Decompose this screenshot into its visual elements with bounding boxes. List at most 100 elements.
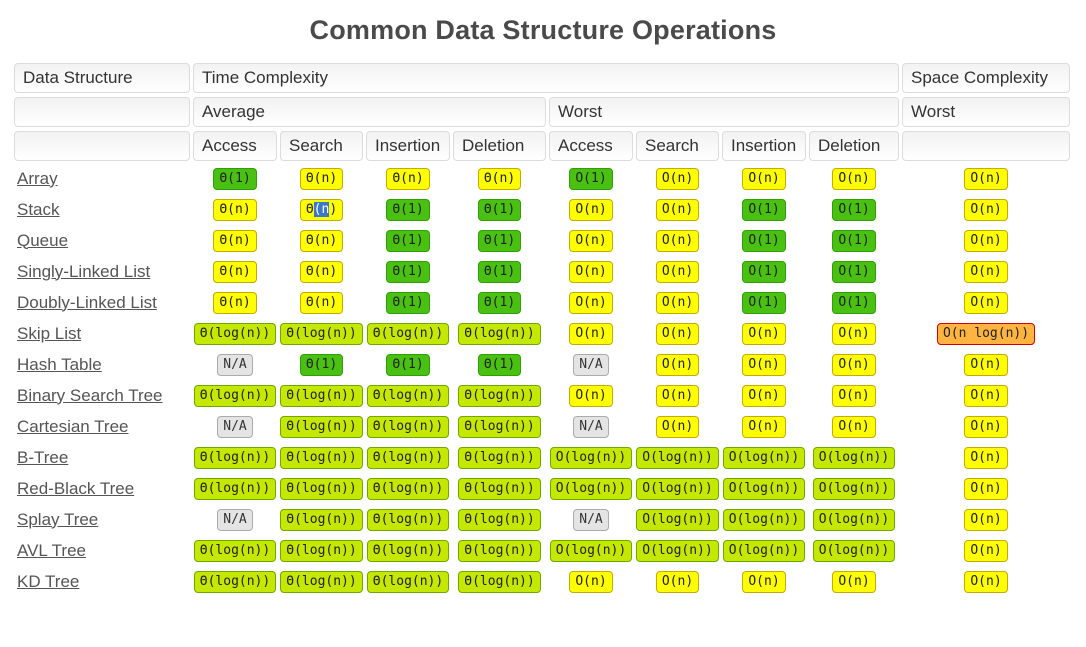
complexity-badge: O(1) [742, 198, 786, 221]
complexity-cell: O(1) [809, 196, 899, 223]
complexity-badge: Θ(log(n)) [366, 322, 450, 345]
header-avg-deletion: Deletion [453, 131, 546, 161]
row-link-doubly-linked-list[interactable]: Doubly-Linked List [17, 292, 157, 312]
complexity-badge: O(log(n)) [722, 539, 806, 562]
row-link-b-tree[interactable]: B-Tree [17, 447, 69, 467]
complexity-cell: O(1) [549, 165, 633, 192]
data-structure-cell: Skip List [14, 320, 190, 347]
complexity-cell: Θ(log(n)) [193, 537, 277, 564]
complexity-badge: Θ(log(n)) [193, 384, 277, 407]
complexity-cell: N/A [549, 413, 633, 440]
row-link-queue[interactable]: Queue [17, 230, 69, 250]
complexity-badge: O(n) [964, 291, 1008, 314]
complexity-cell: O(log(n)) [549, 537, 633, 564]
complexity-cell: Θ(log(n)) [366, 320, 450, 347]
row-link-skip-list[interactable]: Skip List [17, 323, 82, 343]
complexity-badge: Θ(log(n)) [458, 539, 541, 562]
complexity-cell: O(n) [722, 413, 806, 440]
complexity-cell: O(n) [636, 258, 719, 285]
table-row-b-tree: B-Tree Θ(log(n)) Θ(log(n)) Θ(log(n)) Θ(log(n… [14, 444, 1070, 471]
row-link-hash-table[interactable]: Hash Table [17, 354, 102, 374]
complexity-cell: Θ(log(n)) [366, 413, 450, 440]
complexity-cell: Θ(log(n)) [280, 568, 363, 595]
data-structure-cell: Stack [14, 196, 190, 223]
complexity-cell: Θ(log(n)) [453, 320, 546, 347]
header-space-complexity: Space Complexity [902, 63, 1070, 93]
complexity-cell: Θ(log(n)) [453, 506, 546, 533]
table-body: Array Θ(1) Θ(n) Θ(n) Θ(n) O(1) O(n) O(n) O(n) O(n… [14, 165, 1070, 595]
row-link-stack[interactable]: Stack [17, 199, 60, 219]
complexity-badge: Θ(log(n)) [366, 477, 450, 500]
data-structure-cell: Queue [14, 227, 190, 254]
complexity-badge: Θ(log(n)) [280, 508, 363, 531]
complexity-cell: O(n log(n)) [902, 320, 1070, 347]
header-avg-search: Search [280, 131, 363, 161]
row-link-binary-search-tree[interactable]: Binary Search Tree [17, 385, 163, 405]
complexity-cell: O(1) [722, 289, 806, 316]
complexity-cell: Θ(log(n)) [280, 444, 363, 471]
complexity-cell: O(n) [636, 413, 719, 440]
complexity-cell: Θ(1) [366, 258, 450, 285]
complexity-badge: O(log(n)) [722, 477, 806, 500]
complexity-cell: O(n) [902, 165, 1070, 192]
complexity-badge: O(n) [964, 167, 1008, 190]
badge-text: Θ [305, 201, 314, 217]
complexity-cell: O(log(n)) [549, 475, 633, 502]
header-worst: Worst [549, 97, 899, 127]
row-link-singly-linked-list[interactable]: Singly-Linked List [17, 261, 151, 281]
data-structure-cell: Red-Black Tree [14, 475, 190, 502]
complexity-badge: O(log(n)) [549, 539, 633, 562]
complexity-badge: O(n) [964, 260, 1008, 283]
complexity-badge: Θ(1) [386, 260, 430, 283]
complexity-badge: Θ(n) [299, 260, 344, 283]
complexity-cell: O(n) [809, 165, 899, 192]
complexity-badge: O(n) [655, 229, 700, 252]
row-link-splay-tree[interactable]: Splay Tree [17, 509, 99, 529]
complexity-cell: O(n) [902, 227, 1070, 254]
complexity-badge: Θ(n) [299, 291, 344, 314]
complexity-badge: O(1) [742, 229, 786, 252]
data-structure-cell: Hash Table [14, 351, 190, 378]
complexity-cell: Θ(1) [453, 351, 546, 378]
complexity-badge: O(log(n)) [549, 477, 633, 500]
complexity-cell: O(1) [722, 227, 806, 254]
complexity-badge: N/A [217, 508, 253, 531]
table-row-doubly-linked-list: Doubly-Linked List Θ(n) Θ(n) Θ(1) Θ(1) O(n) O(… [14, 289, 1070, 316]
complexity-badge: Θ(log(n)) [280, 477, 363, 500]
row-link-red-black-tree[interactable]: Red-Black Tree [17, 478, 135, 498]
complexity-badge: Θ(n) [386, 167, 430, 190]
complexity-cell: Θ(1) [366, 351, 450, 378]
row-link-array[interactable]: Array [17, 168, 58, 188]
complexity-cell: Θ(log(n)) [453, 413, 546, 440]
complexity-cell: Θ(n) [193, 289, 277, 316]
row-link-avl-tree[interactable]: AVL Tree [17, 540, 86, 560]
complexity-badge: O(log(n)) [636, 446, 719, 469]
complexity-badge: Θ(log(n)) [366, 570, 450, 593]
complexity-badge: O(n) [569, 384, 613, 407]
complexity-cell: N/A [193, 506, 277, 533]
complexity-badge: O(n) [742, 570, 786, 593]
complexity-badge: Θ(log(n)) [280, 415, 363, 438]
complexity-cell: O(n) [636, 382, 719, 409]
complexity-cell: Θ(log(n)) [280, 320, 363, 347]
complexity-badge: O(n) [742, 353, 786, 376]
complexity-cell: O(log(n)) [722, 444, 806, 471]
complexity-badge: O(log(n)) [722, 508, 806, 531]
complexity-badge: O(n) [655, 291, 700, 314]
text-selection: (n [313, 201, 330, 217]
complexity-badge: Θ(log(n)) [366, 446, 450, 469]
complexity-badge: O(n) [655, 167, 700, 190]
complexity-badge: O(n) [569, 322, 613, 345]
table-row-stack: Stack Θ(n) Θ(n) Θ(1) Θ(1) O(n) O(n) O(1) O(1) O(n… [14, 196, 1070, 223]
complexity-badge: O(n) [742, 384, 786, 407]
complexity-badge: Θ(n) [213, 260, 257, 283]
complexity-badge: O(n) [964, 477, 1008, 500]
table-row-skip-list: Skip List Θ(log(n)) Θ(log(n)) Θ(log(n)) Θ(lo… [14, 320, 1070, 347]
complexity-badge: O(n) [964, 539, 1008, 562]
complexity-cell: O(1) [809, 227, 899, 254]
complexity-cell: O(n) [636, 320, 719, 347]
row-link-cartesian-tree[interactable]: Cartesian Tree [17, 416, 129, 436]
data-structure-cell: KD Tree [14, 568, 190, 595]
complexity-badge: O(n log(n)) [936, 322, 1036, 345]
row-link-kd-tree[interactable]: KD Tree [17, 571, 80, 591]
